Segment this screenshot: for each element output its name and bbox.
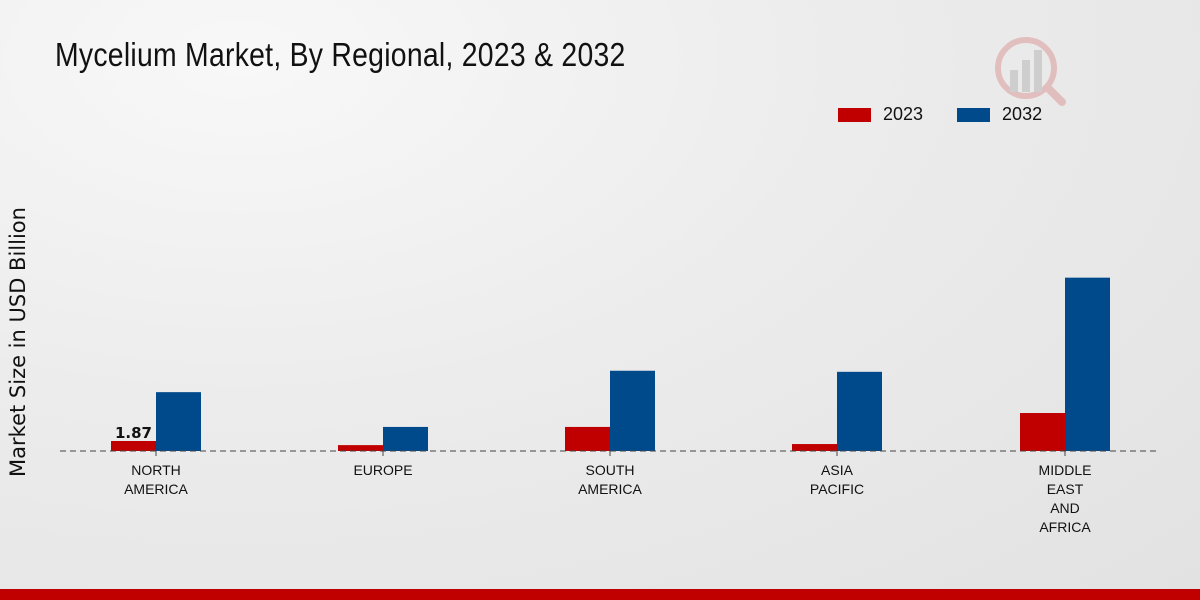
chart-title: Mycelium Market, By Regional, 2023 & 203… bbox=[55, 36, 626, 73]
bar-2023-3 bbox=[792, 444, 837, 451]
bar-2032-4 bbox=[1065, 277, 1110, 451]
x-tick-label-3: ASIA PACIFIC bbox=[810, 462, 864, 497]
bar-2023-4 bbox=[1020, 413, 1065, 451]
x-tick-label-1: EUROPE bbox=[353, 462, 412, 478]
bar-2023-0 bbox=[111, 440, 156, 451]
legend-swatch-2032 bbox=[957, 107, 991, 122]
bar-2032-3 bbox=[837, 371, 882, 451]
footer-bar bbox=[0, 589, 1200, 600]
legend-label-2032: 2032 bbox=[1002, 104, 1043, 124]
data-label: 1.87 bbox=[115, 424, 152, 442]
legend-label-2023: 2023 bbox=[883, 104, 924, 124]
bar-2032-2 bbox=[610, 370, 655, 451]
legend-swatch-2023 bbox=[838, 107, 871, 122]
x-tick-label-2: SOUTH AMERICA bbox=[578, 462, 642, 497]
bar-2032-1 bbox=[383, 426, 428, 451]
bar-2032-0 bbox=[156, 392, 201, 451]
legend: 2023 2032 bbox=[838, 104, 1076, 125]
legend-item-2023: 2023 bbox=[838, 104, 923, 125]
x-tick-label-4: MIDDLE EAST AND AFRICA bbox=[1039, 462, 1092, 535]
logo-icon bbox=[995, 37, 1066, 106]
bar-2023-1 bbox=[338, 445, 383, 451]
legend-item-2032: 2032 bbox=[957, 104, 1042, 125]
bar-2023-2 bbox=[565, 426, 610, 451]
x-tick-label-0: NORTH AMERICA bbox=[124, 462, 188, 497]
